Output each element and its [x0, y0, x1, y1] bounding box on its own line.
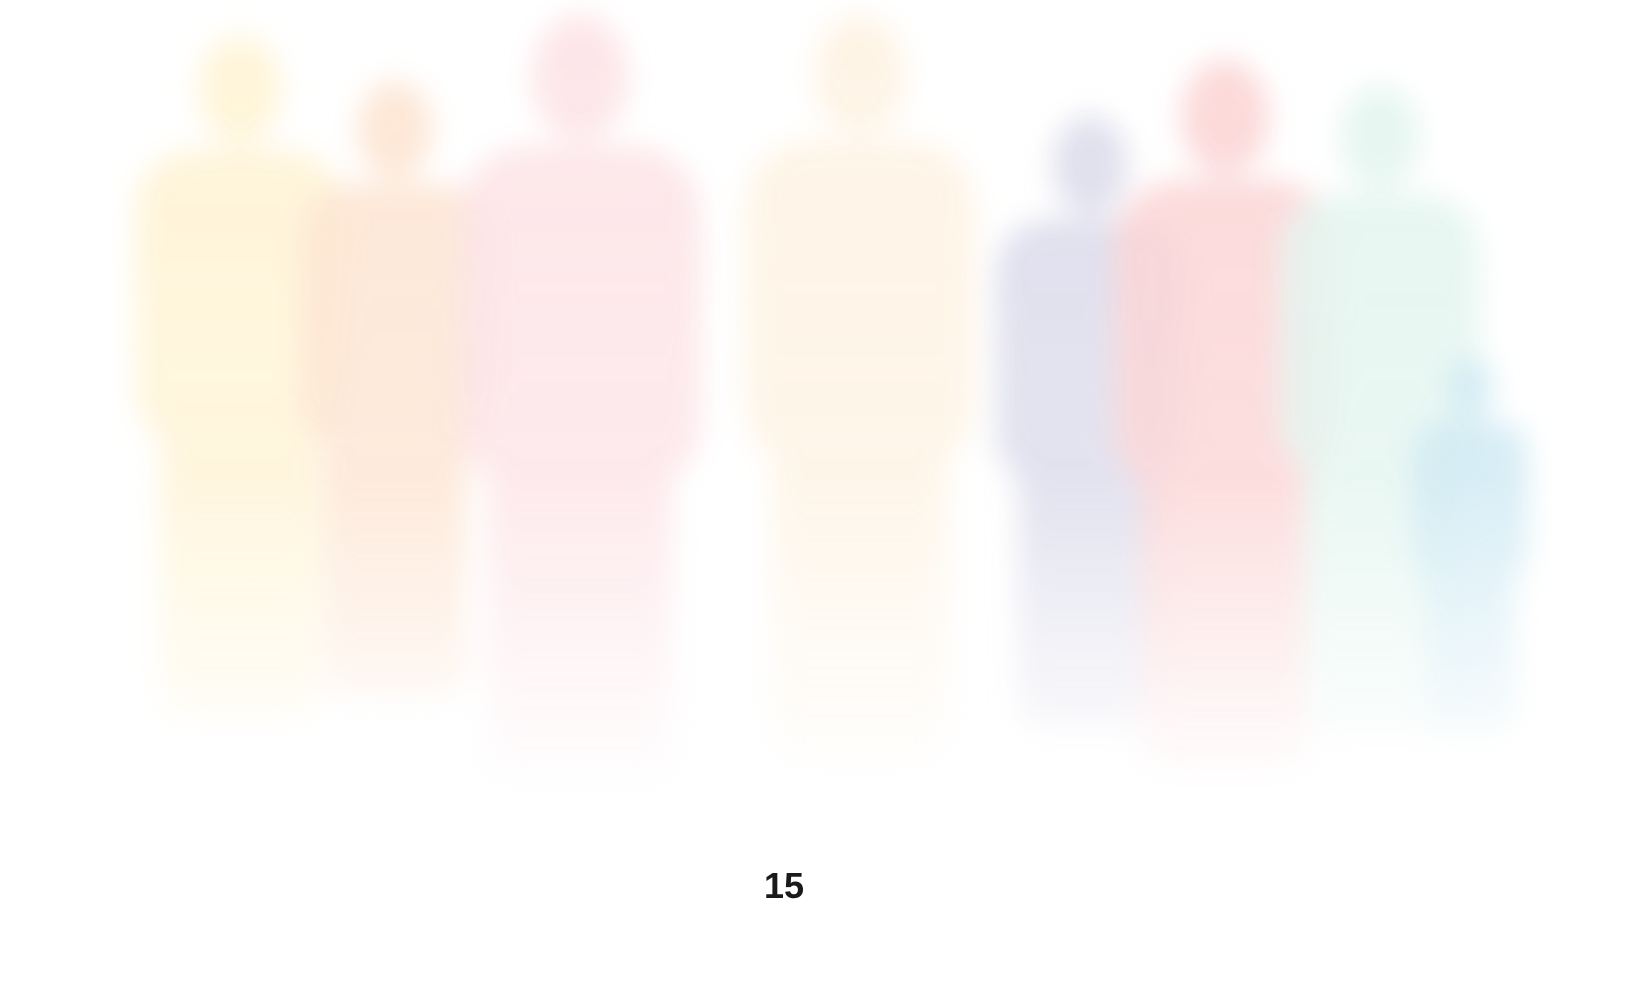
figure — [1114, 59, 1336, 779]
figure-legs — [772, 438, 948, 768]
figure-legs — [323, 427, 467, 697]
figure — [1412, 357, 1528, 734]
figure-body — [459, 146, 701, 492]
figure-body — [1412, 420, 1528, 586]
figure — [300, 80, 490, 697]
figure-head — [198, 35, 282, 145]
figure-head — [813, 14, 907, 136]
figure-legs — [1426, 569, 1514, 734]
figure-head — [1340, 85, 1420, 190]
figure-legs — [488, 457, 672, 802]
figure — [135, 35, 345, 720]
figure-body — [135, 150, 345, 450]
figure-body — [744, 141, 976, 471]
page-number: 15 — [764, 865, 804, 906]
figure-body — [300, 184, 490, 454]
figure-legs — [1141, 464, 1309, 779]
figure-body — [1114, 180, 1336, 496]
figure-legs — [160, 420, 320, 720]
figure-legs — [1018, 462, 1162, 732]
figure-head — [1446, 357, 1494, 418]
figure-head — [357, 80, 433, 180]
figure-head — [1180, 59, 1270, 176]
figure — [744, 14, 976, 768]
figure-body — [1280, 194, 1480, 480]
figure-head — [1052, 115, 1128, 215]
figure — [459, 14, 701, 802]
figure-head — [531, 14, 629, 141]
background-figures — [135, 14, 1528, 802]
